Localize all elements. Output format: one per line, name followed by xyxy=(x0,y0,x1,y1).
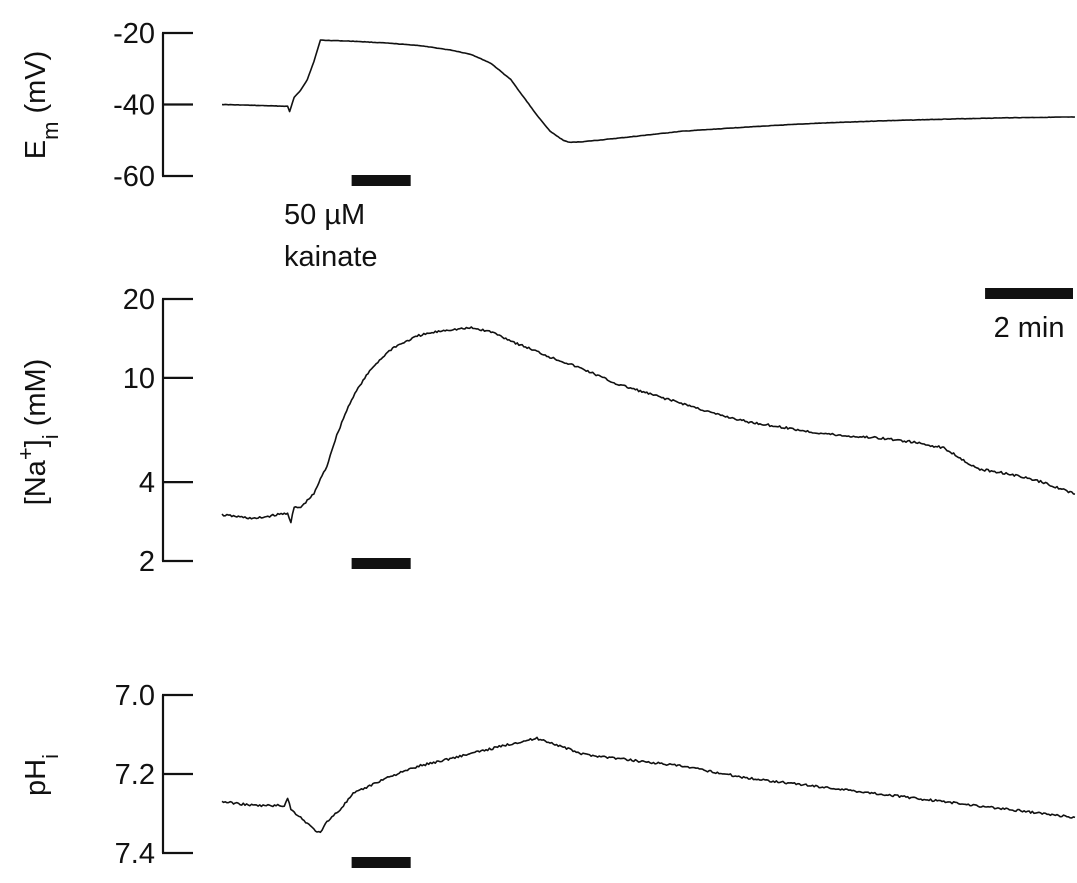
y-tick-label: -40 xyxy=(113,90,155,122)
y-tick-label: -60 xyxy=(113,161,155,193)
stim-bar-na xyxy=(351,558,411,569)
panel-ph: pHi 7.0 7.2 7.4 xyxy=(20,680,1076,870)
trace-line xyxy=(221,736,1076,834)
trace-em xyxy=(221,39,1076,144)
y-tick-label: 7.4 xyxy=(115,838,155,870)
trace-line xyxy=(221,326,1076,524)
y-tick-label: -20 xyxy=(113,18,155,50)
y-tick-label: 7.0 xyxy=(115,680,155,712)
y-ticks-em: -20 -40 -60 xyxy=(113,18,193,193)
panel-membrane-potential: Em (mV) -20 -40 -60 50 µM kainate xyxy=(20,18,1076,273)
y-axis-title-na: [Na+]i (mM) xyxy=(13,359,63,506)
stimulus-bar xyxy=(351,857,411,868)
stim-bar-em xyxy=(351,175,411,186)
stim-bar-ph xyxy=(351,857,411,868)
trace-na xyxy=(221,326,1076,524)
y-axis-title-ph: pHi xyxy=(20,754,63,796)
kainate-label-line1: 50 µM xyxy=(284,199,365,231)
stimulus-bar xyxy=(351,175,411,186)
y-tick-label: 4 xyxy=(139,467,155,499)
panel-sodium: [Na+]i (mM) 20 10 4 2 2 min xyxy=(13,284,1076,578)
y-ticks-na: 20 10 4 2 xyxy=(123,284,193,578)
kainate-label-line2: kainate xyxy=(284,241,378,273)
y-axis-title-em: Em (mV) xyxy=(20,51,63,160)
y-tick-label: 7.2 xyxy=(115,759,155,791)
y-tick-label: 2 xyxy=(139,546,155,578)
y-tick-label: 20 xyxy=(123,284,155,316)
trace-ph xyxy=(221,736,1076,834)
trace-line xyxy=(221,39,1076,144)
time-scale-bar-label: 2 min xyxy=(994,312,1065,344)
stimulus-bar xyxy=(351,558,411,569)
time-scale-bar xyxy=(985,288,1073,299)
y-ticks-ph: 7.0 7.2 7.4 xyxy=(115,680,193,870)
y-tick-label: 10 xyxy=(123,363,155,395)
